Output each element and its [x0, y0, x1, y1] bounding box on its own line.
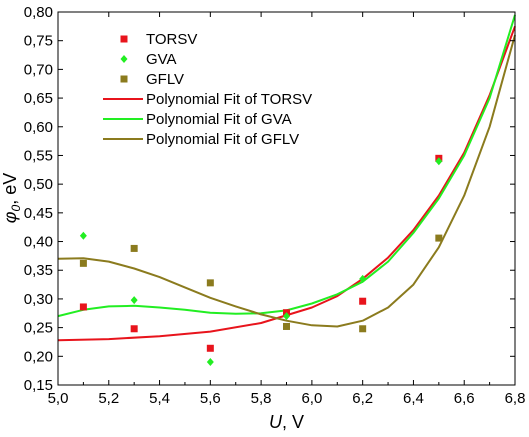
data-point: [359, 297, 367, 305]
x-tick-label: 6,2: [352, 390, 373, 407]
data-point: [130, 325, 138, 333]
data-point: [283, 322, 290, 330]
legend-label: Polynomial Fit of GVA: [146, 111, 292, 128]
y-axis-symbol: φ: [0, 211, 20, 223]
legend-marker: [120, 35, 128, 43]
legend-label: GFLV: [146, 71, 184, 88]
y-tick-label: 0,55: [24, 147, 53, 164]
legend-label: GVA: [146, 51, 177, 68]
data-point: [206, 358, 214, 367]
data-point: [435, 157, 443, 166]
x-axis-symbol: U: [269, 412, 283, 432]
y-tick-label: 0,15: [24, 377, 53, 394]
y-tick-label: 0,80: [24, 4, 53, 21]
x-tick-label: 6,0: [301, 390, 322, 407]
x-tick-label: 6,8: [505, 390, 526, 407]
y-axis-subscript: 0: [9, 204, 23, 211]
data-point: [359, 325, 367, 333]
y-tick-label: 0,25: [24, 320, 53, 337]
plot-frame: [57, 11, 516, 386]
legend: TORSV GVA GFLV Polynomial Fit of TORSV Polyn…: [103, 31, 312, 148]
tick-labels: 5,0 5,2 5,4 5,6 5,8 6,0 6,2 6,4 6,6 6,8 0,15 0,20 0,…: [24, 4, 526, 407]
y-tick-label: 0,45: [24, 205, 53, 222]
legend-label: Polynomial Fit of GFLV: [146, 131, 299, 148]
x-tick-label: 6,6: [454, 390, 475, 407]
data-point: [79, 259, 87, 267]
y-axis-unit: , eV: [0, 173, 20, 205]
data-point: [435, 234, 443, 242]
legend-label: TORSV: [146, 31, 197, 48]
data-point: [79, 303, 87, 311]
y-tick-label: 0,75: [24, 33, 53, 50]
legend-marker: [120, 55, 128, 63]
x-tick-label: 5,8: [251, 390, 272, 407]
y-tick-label: 0,40: [24, 234, 53, 251]
x-axis-unit: , V: [282, 412, 304, 432]
axis-titles: U, V φ0, eV: [0, 173, 304, 432]
x-tick-label: 5,4: [149, 390, 170, 407]
data-point: [130, 244, 138, 252]
y-tick-label: 0,20: [24, 348, 53, 365]
y-tick-label: 0,35: [24, 262, 53, 279]
x-tick-label: 6,4: [403, 390, 424, 407]
legend-marker: [120, 75, 128, 83]
data-point: [206, 344, 214, 352]
x-tick-label: 5,0: [48, 390, 69, 407]
data-point: [79, 231, 87, 240]
x-tick-label: 5,2: [98, 390, 119, 407]
y-tick-label: 0,70: [24, 61, 53, 78]
y-axis-title: φ0, eV: [0, 173, 23, 223]
series-layer: [57, 14, 516, 367]
data-point: [359, 274, 367, 283]
y-tick-label: 0,60: [24, 119, 53, 136]
y-tick-label: 0,30: [24, 291, 53, 308]
fit-line: [57, 34, 516, 328]
y-tick-label: 0,50: [24, 176, 53, 193]
data-point: [206, 279, 214, 287]
x-axis-title: U, V: [269, 412, 304, 432]
x-tick-label: 5,6: [200, 390, 221, 407]
legend-label: Polynomial Fit of TORSV: [146, 91, 312, 108]
y-tick-label: 0,65: [24, 90, 53, 107]
data-point: [130, 296, 138, 305]
data-point: [283, 312, 290, 321]
